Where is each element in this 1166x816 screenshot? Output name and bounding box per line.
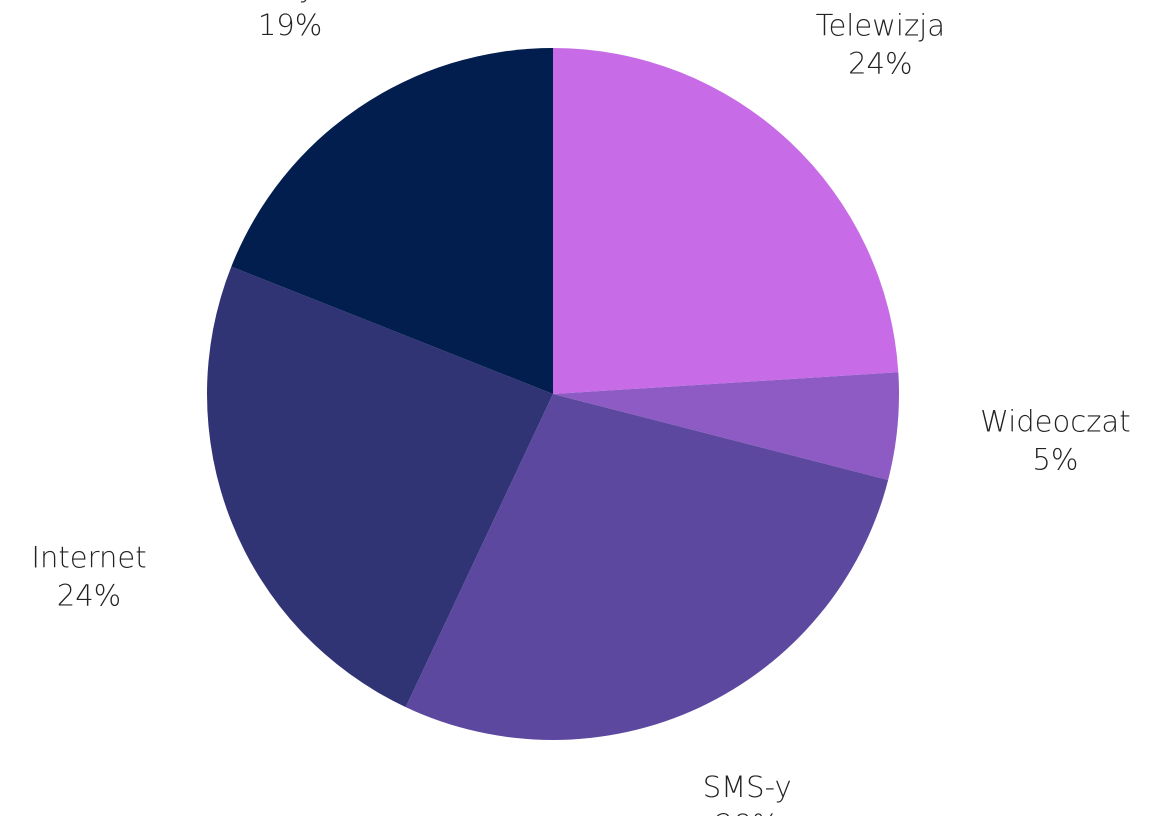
pie-slice [206, 266, 553, 708]
slice-label: Wideoczat [980, 404, 1130, 438]
pie-slice [405, 394, 889, 741]
slice-value-label: 24% [848, 46, 912, 80]
pie-slice [553, 48, 899, 394]
slice-value-label: 5% [1032, 442, 1078, 476]
slice-label: Internet [31, 541, 146, 575]
slice-value-label: 19% [258, 8, 322, 42]
slice-value-label: 28% [715, 808, 779, 816]
slice-label: Gry [264, 0, 316, 4]
pie-slice [553, 372, 899, 481]
slice-label: SMS-y [703, 770, 792, 804]
slice-value-label: 24% [57, 579, 121, 613]
pie-slice [231, 48, 553, 394]
slice-label: Telewizja [816, 8, 945, 42]
